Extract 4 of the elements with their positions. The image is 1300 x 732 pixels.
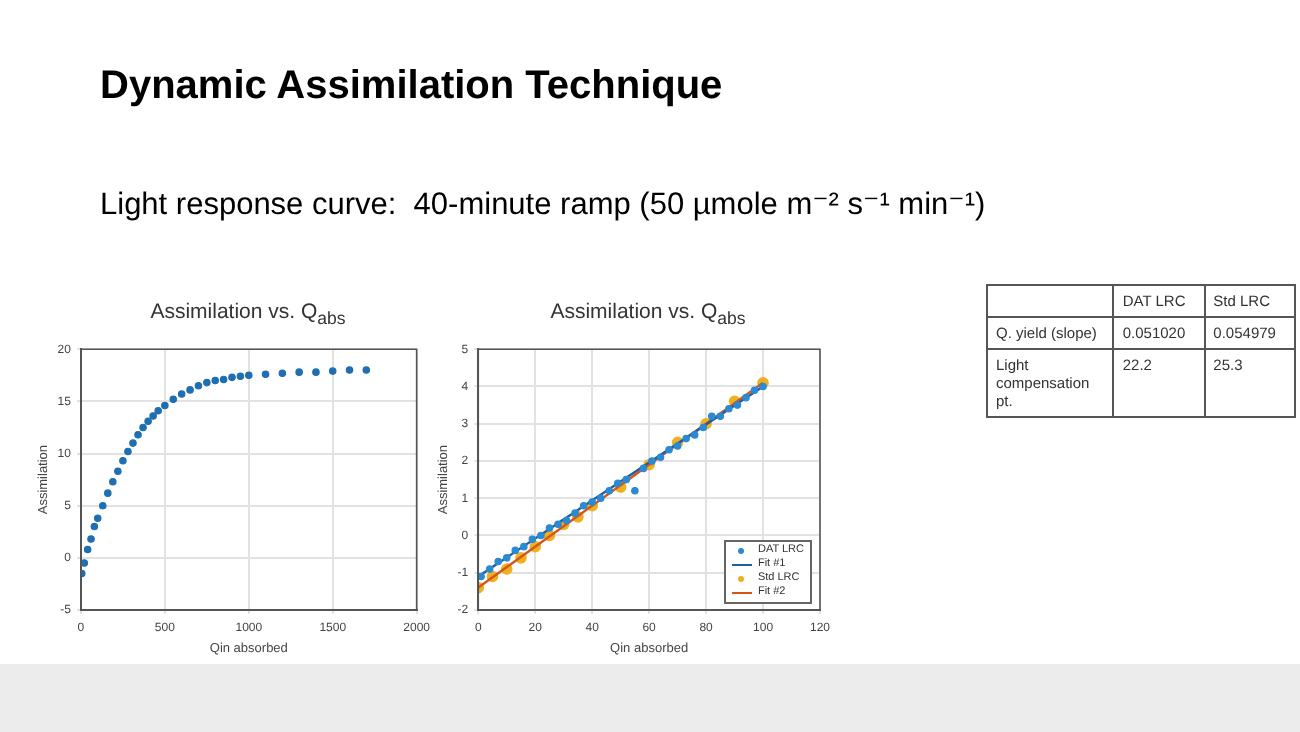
text: Dynamic Assimilation Technique	[100, 64, 725, 110]
chart-title: Assimilation vs. Q$_{abs}$	[148, 300, 348, 333]
text: Light response curve: 40-minute ramp (50 µmole m⁻² s⁻¹ min⁻¹)	[100, 186, 988, 224]
chart-title: Assimilation vs. Q$_{abs}$	[548, 300, 748, 333]
